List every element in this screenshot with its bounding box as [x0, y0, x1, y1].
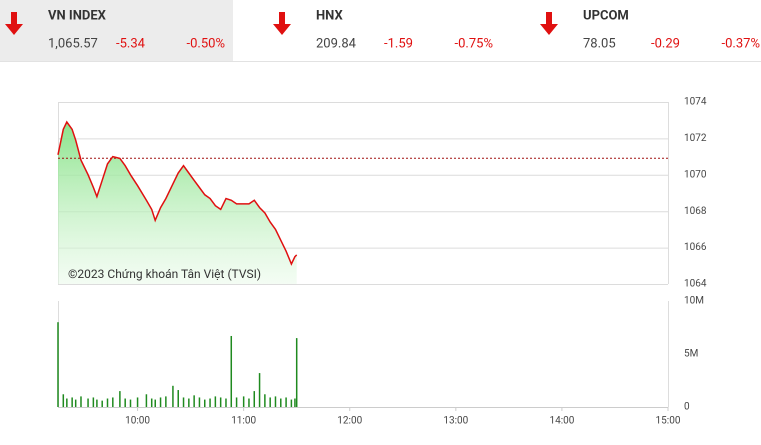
volume-bar [71, 397, 73, 407]
volume-bar [235, 397, 238, 407]
volume-bar [57, 322, 59, 407]
volume-bar [112, 397, 114, 407]
volume-bar [172, 385, 174, 407]
price-line [57, 120, 298, 266]
volume-bar [204, 399, 206, 407]
y-tick-label: 5M [684, 349, 698, 360]
volume-bar [248, 398, 250, 407]
volume-bar [295, 338, 298, 407]
volume-bar [188, 398, 190, 407]
ticker-value: 1,065.57 [48, 36, 98, 51]
volume-bar [230, 335, 233, 407]
volume-bar [80, 396, 82, 407]
header: VN INDEX 1,065.57 -5.34 -0.50% HNX 209.84 -1.5… [5, 8, 760, 51]
ticker-percent: -0.37% [722, 36, 760, 51]
volume-bar [62, 394, 65, 407]
ticker-name: HNX [316, 8, 343, 23]
copyright: ©2023 Chứng khoán Tân Việt (TVSI) [68, 267, 261, 281]
ticker-change: -0.29 [651, 36, 680, 51]
volume-bar [145, 394, 148, 407]
area-fill [58, 122, 297, 284]
volume-bar [198, 397, 201, 407]
selected-tab[interactable] [0, 0, 233, 61]
y-tick-label: 0 [684, 402, 690, 413]
volume-bar [209, 398, 211, 407]
x-tick-label: 12:00 [337, 416, 362, 427]
volume-bar [242, 396, 245, 407]
volume-bar [253, 391, 256, 407]
volume-bar [124, 398, 126, 407]
volume-bar [74, 399, 77, 407]
volume-bar [177, 390, 179, 407]
volume-bar [106, 398, 109, 407]
y-tick-label: 10M [684, 296, 704, 307]
y-tick-label: 1064 [684, 279, 707, 290]
down-arrow [273, 12, 291, 35]
x-tick-label: 14:00 [549, 416, 574, 427]
volume-bar [285, 397, 287, 407]
x-tick-label: 11:00 [231, 416, 256, 427]
y-tick-label: 1068 [684, 206, 707, 217]
ticker-percent: -0.50% [187, 36, 225, 51]
x-tick-label: 10:00 [125, 416, 150, 427]
down-arrow [5, 12, 23, 35]
ticker-name: VN INDEX [48, 8, 107, 23]
volume-bar [136, 397, 139, 407]
ticker-value: 78.05 [583, 36, 616, 51]
volume-bar [101, 400, 103, 407]
volume-bar [219, 397, 222, 407]
volume-bar [66, 398, 68, 407]
volume-bar [258, 373, 261, 407]
volume-bar [280, 398, 282, 407]
volume-bar [96, 399, 98, 407]
ticker-change: -5.34 [116, 36, 146, 51]
plot: 1064 1066 1068 1070 1072 1074 ©2023 Chứng khoá… [57, 97, 707, 427]
volume-bar [87, 398, 89, 407]
volume-bar [225, 398, 227, 407]
x-tick-label: 15:00 [656, 416, 681, 427]
volume-bar [214, 396, 217, 407]
volume-bar [182, 397, 185, 407]
y-tick-label: 1072 [684, 133, 707, 144]
volume-bar [154, 399, 156, 407]
volume-bar [274, 396, 277, 407]
volume-bar [264, 394, 266, 407]
ticker-value: 209.84 [316, 36, 357, 51]
x-tick-label: 13:00 [443, 416, 468, 427]
volume-bar [290, 399, 293, 407]
volume-bar [119, 391, 121, 407]
ticker-change: -1.59 [384, 36, 413, 51]
volume-bar [159, 397, 162, 407]
y-tick-label: 1066 [684, 242, 707, 253]
volume-bar [294, 398, 296, 407]
ticker-percent: -0.75% [455, 36, 493, 51]
volume-bar [92, 397, 95, 407]
y-tick-label: 1074 [684, 97, 707, 108]
volume-bar [129, 399, 132, 407]
ticker-name: UPCOM [583, 8, 629, 23]
volume-bar [269, 397, 271, 407]
volume-bar [165, 396, 167, 407]
down-arrow [540, 12, 558, 35]
volume-bar [193, 395, 195, 407]
volume-bar [150, 398, 153, 407]
y-tick-label: 1070 [684, 169, 707, 180]
